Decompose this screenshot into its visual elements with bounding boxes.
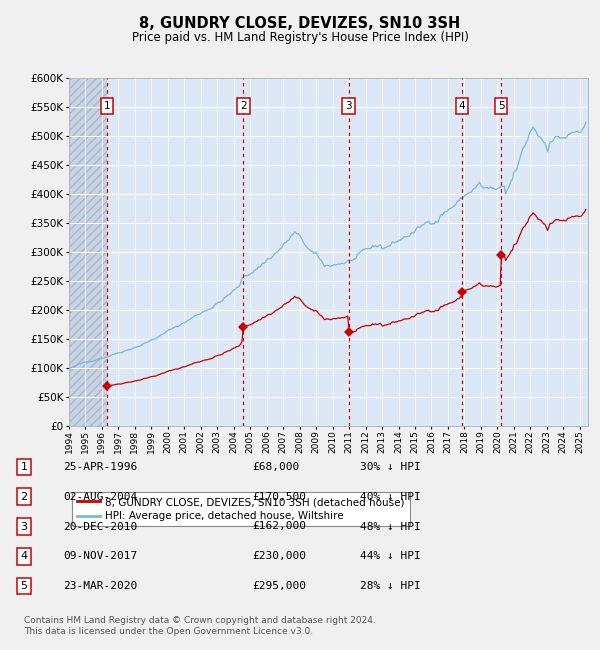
Text: 5: 5 <box>20 581 28 592</box>
Text: £170,500: £170,500 <box>252 491 306 502</box>
Text: 25-APR-1996: 25-APR-1996 <box>63 462 137 472</box>
Text: 28% ↓ HPI: 28% ↓ HPI <box>360 581 421 592</box>
Text: 3: 3 <box>20 521 28 532</box>
Text: 5: 5 <box>498 101 505 111</box>
Text: Price paid vs. HM Land Registry's House Price Index (HPI): Price paid vs. HM Land Registry's House … <box>131 31 469 44</box>
Text: 4: 4 <box>459 101 466 111</box>
Text: 40% ↓ HPI: 40% ↓ HPI <box>360 491 421 502</box>
Text: £68,000: £68,000 <box>252 462 299 472</box>
Text: £230,000: £230,000 <box>252 551 306 562</box>
Text: 1: 1 <box>104 101 110 111</box>
Text: £295,000: £295,000 <box>252 581 306 592</box>
Legend: 8, GUNDRY CLOSE, DEVIZES, SN10 3SH (detached house), HPI: Average price, detache: 8, GUNDRY CLOSE, DEVIZES, SN10 3SH (deta… <box>71 492 410 526</box>
Text: 1: 1 <box>20 462 28 472</box>
Text: 3: 3 <box>345 101 352 111</box>
Text: 4: 4 <box>20 551 28 562</box>
Text: 30% ↓ HPI: 30% ↓ HPI <box>360 462 421 472</box>
Text: 09-NOV-2017: 09-NOV-2017 <box>63 551 137 562</box>
Text: 48% ↓ HPI: 48% ↓ HPI <box>360 521 421 532</box>
Text: £162,000: £162,000 <box>252 521 306 532</box>
Text: Contains HM Land Registry data © Crown copyright and database right 2024.
This d: Contains HM Land Registry data © Crown c… <box>24 616 376 636</box>
Text: 20-DEC-2010: 20-DEC-2010 <box>63 521 137 532</box>
Text: 02-AUG-2004: 02-AUG-2004 <box>63 491 137 502</box>
Text: 2: 2 <box>240 101 247 111</box>
Text: 8, GUNDRY CLOSE, DEVIZES, SN10 3SH: 8, GUNDRY CLOSE, DEVIZES, SN10 3SH <box>139 16 461 31</box>
Text: 44% ↓ HPI: 44% ↓ HPI <box>360 551 421 562</box>
Text: 2: 2 <box>20 491 28 502</box>
Text: 23-MAR-2020: 23-MAR-2020 <box>63 581 137 592</box>
